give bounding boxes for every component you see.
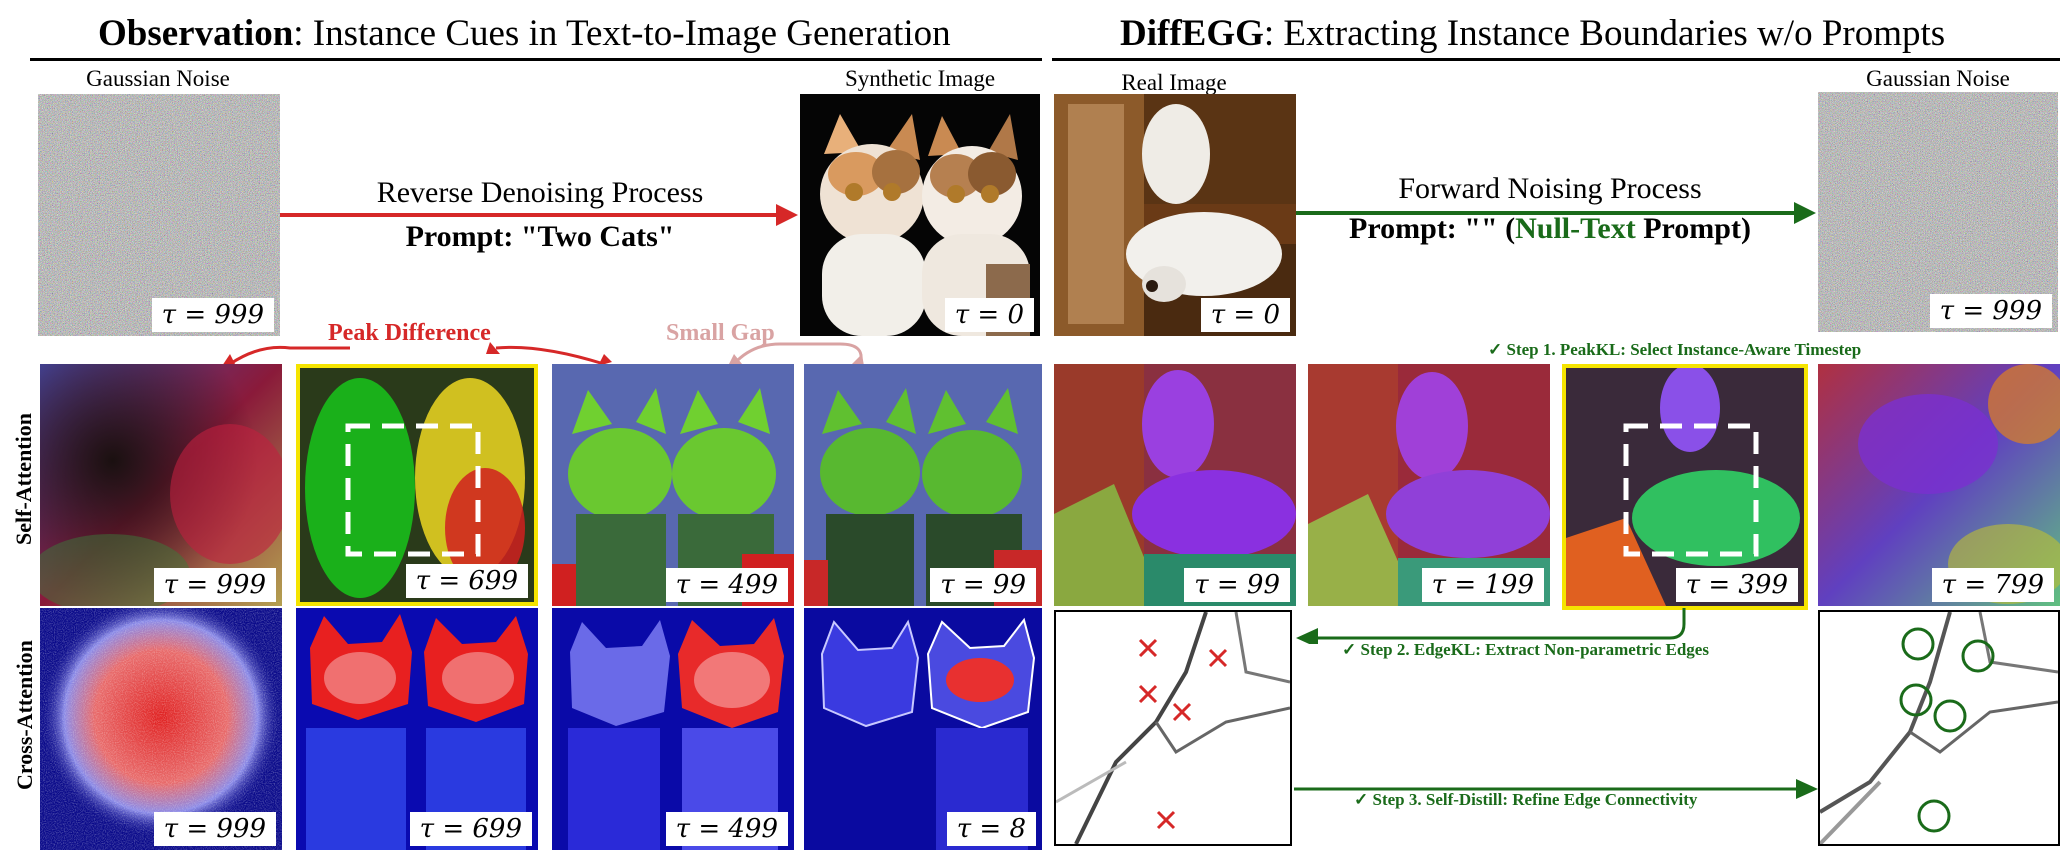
tau-label: τ = 699 bbox=[405, 564, 528, 598]
self-attention-map-right-399-highlight: τ = 399 bbox=[1562, 364, 1808, 610]
self-attention-map-699-highlight: τ = 699 bbox=[296, 364, 538, 606]
peak-difference-label: Peak Difference bbox=[328, 320, 491, 346]
self-attention-map-right-199: τ = 199 bbox=[1308, 364, 1550, 606]
step1-label: ✓ Step 1. PeakKL: Select Instance-Aware … bbox=[1488, 340, 1862, 359]
cross-attention-map-499: τ = 499 bbox=[552, 608, 794, 850]
tau-label: τ = 999 bbox=[151, 298, 274, 332]
gaussian-noise-caption: Gaussian Noise bbox=[86, 66, 230, 91]
left-panel-title: Observation: Instance Cues in Text-to-Im… bbox=[98, 13, 951, 54]
step3-label: ✓ Step 3. Self-Distill: Refine Edge Conn… bbox=[1354, 790, 1698, 809]
tau-label: τ = 0 bbox=[1200, 298, 1290, 332]
edge-map-refined bbox=[1818, 610, 2060, 846]
synthetic-image-caption: Synthetic Image bbox=[844, 66, 996, 91]
self-attention-map-499: τ = 499 bbox=[552, 364, 794, 606]
tau-label: τ = 999 bbox=[153, 812, 276, 846]
tau-label: τ = 999 bbox=[153, 568, 276, 602]
reverse-denoising-arrow bbox=[280, 204, 798, 226]
right-title-rule bbox=[1052, 58, 2060, 61]
tau-label: τ = 199 bbox=[1421, 568, 1544, 602]
self-attention-map-99: τ = 99 bbox=[804, 364, 1042, 606]
self-attention-map-right-799: τ = 799 bbox=[1818, 364, 2060, 606]
edge-map-initial bbox=[1054, 610, 1292, 846]
cross-attention-row-label: Cross-Attention bbox=[12, 640, 37, 790]
right-panel-title: DiffEGG: Extracting Instance Boundaries … bbox=[1120, 13, 1946, 54]
cross-attention-map-699: τ = 699 bbox=[296, 608, 538, 850]
tau-label: τ = 699 bbox=[409, 812, 532, 846]
step2-label: ✓ Step 2. EdgeKL: Extract Non-parametric… bbox=[1342, 640, 1709, 659]
annotation-arrows bbox=[222, 342, 864, 366]
self-attention-row-label: Self-Attention bbox=[11, 413, 36, 545]
self-attention-map-999: τ = 999 bbox=[40, 364, 282, 606]
cross-attention-map-8: τ = 8 bbox=[804, 608, 1042, 850]
cross-attention-map-999: τ = 999 bbox=[40, 608, 282, 850]
green-circle-marks bbox=[1899, 627, 1995, 833]
two-cats-prompt: Prompt: "Two Cats" bbox=[405, 220, 675, 253]
left-title-rule bbox=[30, 58, 1042, 61]
reverse-process-label: Reverse Denoising Process bbox=[376, 176, 704, 209]
forward-noising-arrow bbox=[1296, 202, 1816, 224]
real-dogs-image: τ = 0 bbox=[1054, 94, 1296, 336]
cat-left-shape bbox=[820, 114, 926, 336]
gaussian-noise-caption-right: Gaussian Noise bbox=[1866, 66, 2010, 91]
forward-process-label: Forward Noising Process bbox=[1398, 172, 1702, 205]
null-text-prompt: Prompt: "" (Null-Text Prompt) bbox=[1349, 212, 1751, 245]
tau-label: τ = 8 bbox=[946, 812, 1036, 846]
tau-label: τ = 799 bbox=[1931, 568, 2054, 602]
gaussian-noise-image: τ = 999 bbox=[38, 94, 280, 336]
red-x-marks bbox=[1138, 638, 1228, 830]
tau-label: τ = 99 bbox=[1184, 568, 1290, 602]
tau-label: τ = 0 bbox=[944, 298, 1034, 332]
real-image-caption: Real Image bbox=[1121, 70, 1227, 95]
synthetic-cats-image: τ = 0 bbox=[800, 94, 1040, 336]
small-gap-label: Small Gap bbox=[666, 320, 775, 346]
step2-arrow bbox=[1296, 608, 1686, 644]
tau-label: τ = 499 bbox=[665, 812, 788, 846]
tau-label: τ = 999 bbox=[1929, 294, 2052, 328]
tau-label: τ = 499 bbox=[665, 568, 788, 602]
tau-label: τ = 399 bbox=[1675, 568, 1798, 602]
step3-arrow bbox=[1294, 779, 1818, 799]
tau-label: τ = 99 bbox=[930, 568, 1036, 602]
gaussian-noise-image-right: τ = 999 bbox=[1818, 92, 2058, 332]
self-attention-map-right-99: τ = 99 bbox=[1054, 364, 1296, 606]
